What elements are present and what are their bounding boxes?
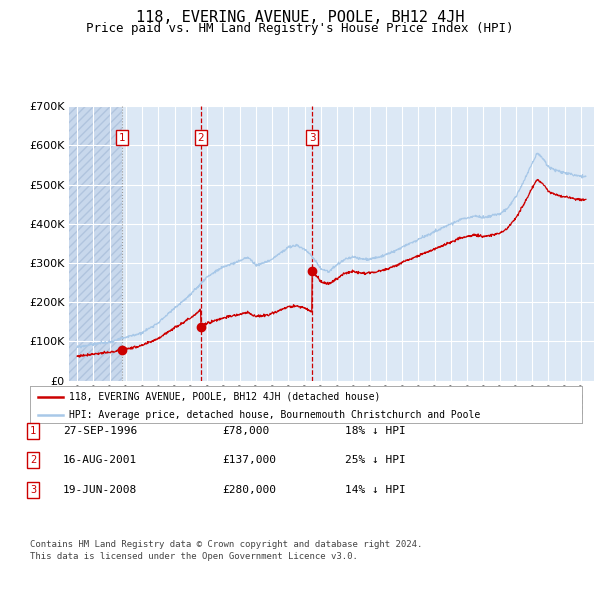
Text: 118, EVERING AVENUE, POOLE, BH12 4JH: 118, EVERING AVENUE, POOLE, BH12 4JH: [136, 10, 464, 25]
Text: 2000: 2000: [170, 392, 179, 414]
Text: 2: 2: [30, 455, 36, 465]
Text: 27-SEP-1996: 27-SEP-1996: [63, 426, 137, 435]
Text: 2007: 2007: [284, 392, 293, 414]
Text: 2022: 2022: [528, 392, 537, 414]
Text: 2005: 2005: [251, 392, 260, 414]
Text: 2023: 2023: [544, 392, 553, 414]
Bar: [69, 106, 122, 381]
Text: 1995: 1995: [89, 392, 98, 415]
Text: 2009: 2009: [316, 392, 325, 414]
Text: 1994: 1994: [73, 392, 82, 414]
Text: HPI: Average price, detached house, Bournemouth Christchurch and Poole: HPI: Average price, detached house, Bour…: [68, 410, 480, 420]
Text: Price paid vs. HM Land Registry's House Price Index (HPI): Price paid vs. HM Land Registry's House …: [86, 22, 514, 35]
Text: 1999: 1999: [154, 392, 163, 415]
Text: 2024: 2024: [560, 392, 569, 414]
Text: 1998: 1998: [137, 392, 146, 415]
Text: 14% ↓ HPI: 14% ↓ HPI: [345, 485, 406, 494]
Text: 16-AUG-2001: 16-AUG-2001: [63, 455, 137, 465]
Text: 2015: 2015: [414, 392, 423, 414]
Text: 1997: 1997: [121, 392, 130, 415]
Text: 1: 1: [30, 426, 36, 435]
Text: 2010: 2010: [332, 392, 341, 414]
Text: 2004: 2004: [235, 392, 244, 414]
Text: 2006: 2006: [268, 392, 277, 414]
Text: 2019: 2019: [479, 392, 488, 414]
Text: 2014: 2014: [398, 392, 407, 414]
Text: 18% ↓ HPI: 18% ↓ HPI: [345, 426, 406, 435]
Text: 2017: 2017: [446, 392, 455, 414]
Text: 2001: 2001: [187, 392, 196, 414]
Text: 2013: 2013: [382, 392, 391, 414]
Text: Contains HM Land Registry data © Crown copyright and database right 2024.
This d: Contains HM Land Registry data © Crown c…: [30, 540, 422, 561]
Text: 2011: 2011: [349, 392, 358, 414]
Text: 1996: 1996: [105, 392, 114, 415]
Text: 2020: 2020: [495, 392, 504, 414]
Text: 2: 2: [197, 133, 204, 143]
Text: 3: 3: [30, 485, 36, 494]
Text: 2021: 2021: [511, 392, 520, 414]
Text: £280,000: £280,000: [222, 485, 276, 494]
Text: £78,000: £78,000: [222, 426, 269, 435]
Text: £137,000: £137,000: [222, 455, 276, 465]
Text: 118, EVERING AVENUE, POOLE, BH12 4JH (detached house): 118, EVERING AVENUE, POOLE, BH12 4JH (de…: [68, 392, 380, 402]
Text: 2025: 2025: [577, 392, 586, 414]
Text: 19-JUN-2008: 19-JUN-2008: [63, 485, 137, 494]
Text: 2008: 2008: [300, 392, 309, 414]
Text: 2012: 2012: [365, 392, 374, 414]
Text: 2003: 2003: [219, 392, 228, 414]
Text: 25% ↓ HPI: 25% ↓ HPI: [345, 455, 406, 465]
Text: 2016: 2016: [430, 392, 439, 414]
Text: 2018: 2018: [463, 392, 472, 414]
Text: 3: 3: [309, 133, 316, 143]
Text: 1: 1: [118, 133, 125, 143]
Text: 2002: 2002: [203, 392, 212, 414]
